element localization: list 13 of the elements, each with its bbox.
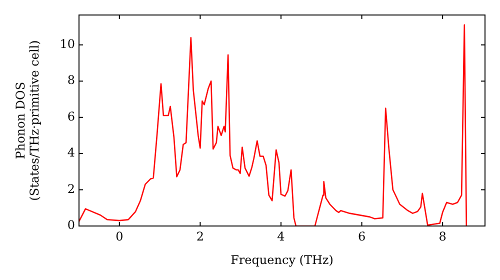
y-tick-label: 6 xyxy=(67,109,75,124)
y-axis-title: Phonon DOS (States/THz·primitive cell) xyxy=(13,40,42,201)
y-tick-label: 10 xyxy=(60,37,75,52)
y-tick-label: 4 xyxy=(67,146,76,160)
y-tick-label: 2 xyxy=(67,182,75,196)
x-tick-label: 8 xyxy=(438,229,446,244)
x-tick-label: 0 xyxy=(116,229,124,244)
x-tick-label: 6 xyxy=(358,229,366,244)
y-tick-label: 8 xyxy=(67,73,75,88)
x-axis-title: Frequency (THz) xyxy=(230,252,334,267)
x-tick-label: 4 xyxy=(277,229,286,244)
x-tick-label: 2 xyxy=(196,229,204,244)
y-tick-label: 0 xyxy=(67,218,75,232)
